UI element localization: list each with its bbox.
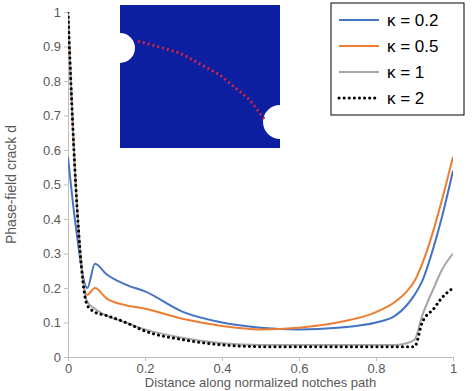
y-tick-label: 0.6 (43, 143, 61, 158)
y-tick-label: 1 (54, 5, 61, 20)
legend-label: κ = 0.5 (387, 37, 439, 56)
legend-swatch (339, 71, 379, 73)
y-tick-label: 0.5 (43, 177, 61, 192)
y-tick-mark (64, 288, 68, 289)
y-tick-label: 0.9 (43, 39, 61, 54)
x-tick-label: 0.6 (290, 361, 308, 376)
x-tick-label: 0.2 (136, 361, 154, 376)
y-tick-mark (64, 150, 68, 151)
y-tick: 0.2 (43, 281, 68, 296)
y-tick-mark (64, 81, 68, 82)
y-tick: 0.6 (43, 143, 68, 158)
inset-notch (120, 33, 135, 63)
y-tick-label: 0.1 (43, 315, 61, 330)
y-tick-mark (64, 357, 68, 358)
y-tick: 0.5 (43, 177, 68, 192)
series-line (68, 157, 453, 330)
y-tick: 0.8 (43, 74, 68, 89)
y-tick-label: 0.2 (43, 281, 61, 296)
series-line (68, 12, 453, 347)
legend-label: κ = 2 (387, 89, 424, 108)
x-tick: 0.2 (136, 357, 154, 376)
legend-swatch (339, 97, 379, 100)
inset-specimen (120, 5, 280, 148)
y-tick-mark (64, 47, 68, 48)
y-tick-label: 0.3 (43, 246, 61, 261)
legend-swatch (339, 19, 379, 21)
y-axis: 0 0.1 0.2 0.3 0.4 0.5 0.6 0.7 0.8 0.9 1 (43, 5, 69, 365)
inset (120, 5, 280, 148)
x-tick-label: 0.8 (367, 361, 385, 376)
y-tick: 0.7 (43, 108, 68, 123)
legend-label: κ = 1 (387, 63, 424, 82)
y-tick-label: 0.4 (43, 212, 61, 227)
y-axis-title: Phase-field crack d (3, 125, 19, 244)
x-tick-label: 0.4 (213, 361, 231, 376)
y-tick-label: 0.7 (43, 108, 61, 123)
x-tick-label: 1 (450, 361, 457, 376)
y-tick-mark (64, 12, 68, 13)
y-tick: 0.4 (43, 212, 68, 227)
x-axis-line (69, 358, 454, 362)
y-tick: 1 (54, 5, 68, 20)
x-tick: 0 (65, 357, 72, 376)
x-tick: 0.6 (290, 357, 308, 376)
y-tick-mark (64, 185, 68, 186)
x-tick-label: 0 (65, 361, 72, 376)
x-tick: 0.4 (213, 357, 231, 376)
x-tick: 1 (450, 357, 457, 376)
y-axis-line (64, 13, 69, 358)
y-tick: 0.9 (43, 39, 68, 54)
y-tick-mark (64, 116, 68, 117)
y-tick: 0.1 (43, 315, 68, 330)
x-tick: 0.8 (367, 357, 385, 376)
legend-swatch (339, 45, 379, 47)
y-tick-mark (64, 323, 68, 324)
legend: κ = 0.2 κ = 0.5 κ = 1 κ = 2 (331, 3, 464, 115)
y-tick: 0 (54, 350, 68, 365)
y-tick-label: 0 (54, 350, 61, 365)
x-axis-title: Distance along normalized notches path (145, 375, 376, 390)
chart: 00.20.40.60.8100.10.20.30.40.50.60.70.80… (0, 0, 474, 391)
y-tick-label: 0.8 (43, 74, 61, 89)
y-tick-mark (64, 219, 68, 220)
x-axis: 0 0.2 0.4 0.6 0.8 1 (65, 357, 457, 376)
legend-box (331, 3, 464, 115)
y-tick: 0.3 (43, 246, 68, 261)
inset-path (138, 41, 265, 120)
y-tick-mark (64, 254, 68, 255)
lines (68, 12, 453, 347)
legend-label: κ = 0.2 (387, 11, 439, 30)
inset-notch (263, 105, 280, 139)
